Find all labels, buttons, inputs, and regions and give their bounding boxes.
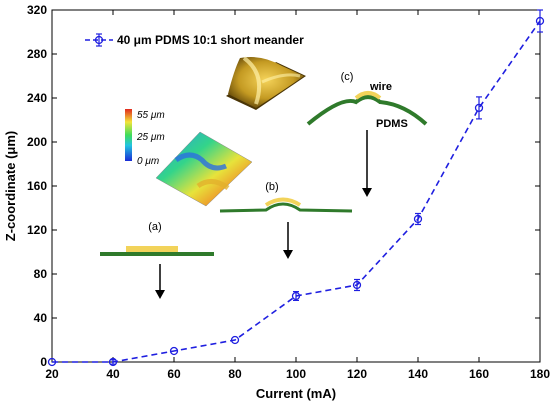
stage-b-pdms [219,202,353,213]
inset-stage-b: (b) [219,181,353,259]
y-tick-label: 40 [34,311,48,325]
data-point [352,280,362,290]
y-tick-label: 280 [27,47,47,61]
legend-label: 40 μm PDMS 10:1 short meander [117,33,304,47]
y-tick-label: 0 [40,355,47,369]
series-group [47,9,545,367]
colorbar: 55 μm 25 μm 0 μm [125,109,165,167]
stage-b-arrowhead [283,250,293,259]
data-point [230,335,240,345]
x-tick-label: 100 [286,367,306,381]
data-point [474,103,484,113]
y-tick-label: 160 [27,179,47,193]
data-point [47,357,57,367]
plot-frame [51,9,541,363]
x-axis-title: Current (mA) [256,386,336,401]
axis-tick-labels: 20 40 60 80 100 120 140 160 180 0 40 80 120 160 200 240… [27,3,550,381]
colorbar-label-min: 0 μm [137,156,159,167]
x-tick-label: 120 [347,367,367,381]
surface-heatmap-image [155,131,253,207]
x-tick-label: 160 [469,367,489,381]
stage-c-arrowhead [362,188,372,197]
x-tick-label: 180 [530,367,550,381]
stage-a-wire [126,246,178,252]
data-point [169,346,179,356]
stage-a-pdms [100,252,214,256]
colorbar-gradient [125,109,132,161]
inset-stage-a: (a) [100,221,214,299]
data-point [108,357,118,367]
data-point [535,16,545,26]
legend: 40 μm PDMS 10:1 short meander [85,33,304,47]
topography-3d-image [226,56,306,110]
x-tick-label: 140 [408,367,428,381]
pdms-label: PDMS [376,118,408,130]
stage-a-label: (a) [148,221,161,233]
x-tick-label: 20 [45,367,59,381]
legend-marker [94,35,104,45]
y-tick-label: 320 [27,3,47,17]
stage-a-arrowhead [155,290,165,299]
stage-c-pdms [306,95,428,126]
inset-stage-c: (c) wire PDMS [306,71,428,197]
colorbar-label-max: 55 μm [137,110,165,121]
stage-c-wire [354,91,382,100]
axis-ticks [51,9,541,363]
y-tick-label: 240 [27,91,47,105]
x-tick-label: 80 [228,367,242,381]
data-point [291,291,301,301]
colorbar-label-mid: 25 μm [136,132,165,143]
y-tick-label: 200 [27,135,47,149]
y-axis-title: Z-coordinate (μm) [3,131,18,242]
stage-c-label: (c) [341,71,354,83]
x-tick-label: 60 [167,367,181,381]
stage-b-wire [264,197,302,207]
wire-label: wire [369,81,392,93]
y-tick-label: 120 [27,223,47,237]
y-tick-label: 80 [34,267,48,281]
data-point [413,214,423,224]
x-tick-label: 40 [106,367,120,381]
stage-b-label: (b) [265,181,278,193]
